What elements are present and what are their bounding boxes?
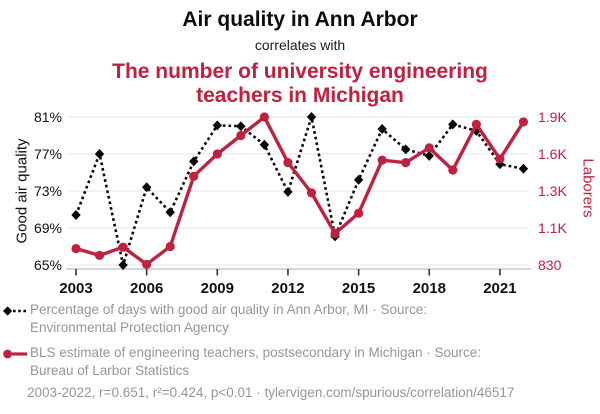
left-tick-73%: 73% xyxy=(33,183,62,199)
chart-title: Air quality in Ann Arbor xyxy=(182,8,418,31)
chart-subtitle: The number of university engineering tea… xyxy=(112,59,488,107)
left-tick-81%: 81% xyxy=(33,109,62,125)
x-tick-2009: 2009 xyxy=(200,280,234,297)
legend-item-air-quality: Percentage of days with good air quality… xyxy=(3,301,597,337)
x-axis-line xyxy=(66,268,531,276)
right-tick-1.3K: 1.3K xyxy=(538,183,567,199)
left-tick-77%: 77% xyxy=(33,146,62,162)
dashed-line-diamond-legend-icon xyxy=(3,306,27,316)
chart-header: Air quality in Ann Arbor correlates with… xyxy=(0,0,600,107)
right-tick-1.9K: 1.9K xyxy=(538,109,567,125)
teachers-series xyxy=(71,112,529,269)
stats-footer: 2003-2022, r=0.651, r²=0.424, p<0.01 · t… xyxy=(27,385,515,400)
gridlines xyxy=(68,116,528,266)
right-tick-830: 830 xyxy=(538,257,562,273)
x-tick-2021: 2021 xyxy=(483,280,517,297)
solid-line-circle-legend-icon xyxy=(3,349,27,359)
x-tick-2018: 2018 xyxy=(412,280,446,297)
x-tick-2006: 2006 xyxy=(129,280,164,297)
legend-item-teachers: BLS estimate of engineering teachers, po… xyxy=(3,344,597,380)
correlates-with-text: correlates with xyxy=(254,37,346,54)
legend-label-air-quality: Percentage of days with good air quality… xyxy=(30,302,427,335)
left-tick-69%: 69% xyxy=(33,220,62,236)
left-tick-65%: 65% xyxy=(33,257,62,273)
x-tick-2012: 2012 xyxy=(271,280,305,297)
right-tick-1.1K: 1.1K xyxy=(538,220,567,236)
right-tick-1.6K: 1.6K xyxy=(538,146,567,162)
legend-label-teachers: BLS estimate of engineering teachers, po… xyxy=(30,345,481,378)
x-tick-2015: 2015 xyxy=(341,280,376,297)
x-tick-2003: 2003 xyxy=(59,280,93,297)
